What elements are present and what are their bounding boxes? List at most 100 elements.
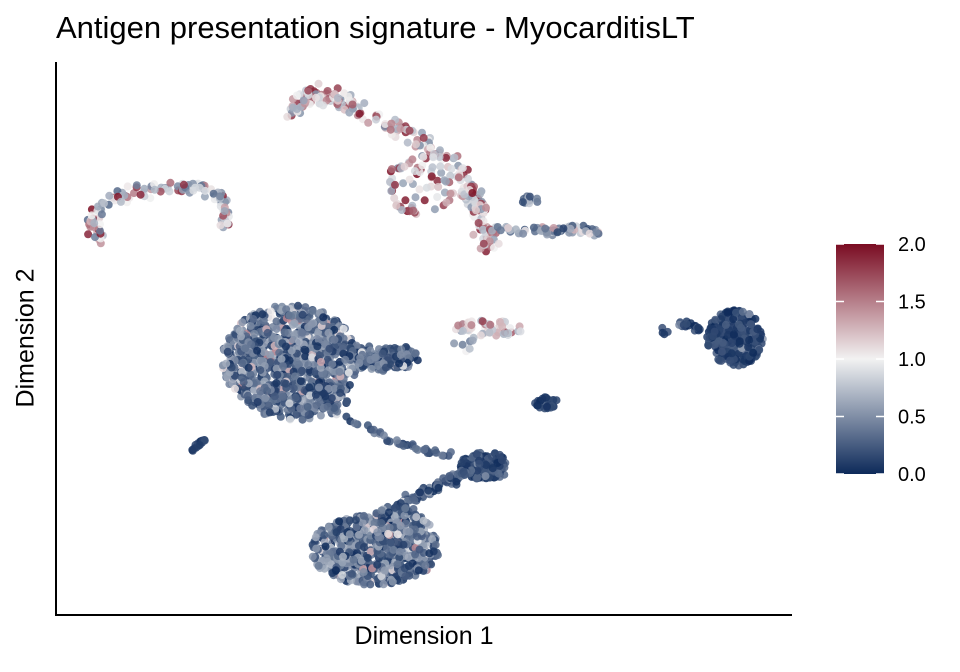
data-point: [409, 206, 418, 215]
data-point: [259, 348, 268, 356]
data-point: [728, 339, 736, 347]
legend-ticks: 0.0 0.5 1.0 1.5 2.0: [836, 234, 926, 486]
data-point: [403, 138, 412, 147]
data-point: [273, 370, 282, 379]
data-point: [454, 173, 463, 182]
data-point: [660, 330, 669, 339]
legend-tick-label: 1.0: [898, 349, 926, 371]
data-point: [136, 190, 145, 199]
data-point: [426, 143, 435, 152]
data-point: [481, 472, 490, 481]
data-point: [436, 146, 444, 155]
data-point: [249, 315, 258, 323]
data-point: [436, 162, 445, 171]
data-point: [738, 307, 747, 316]
data-point: [340, 534, 349, 543]
data-point: [460, 470, 469, 479]
data-point: [272, 325, 281, 333]
data-point: [476, 190, 484, 198]
data-point: [383, 544, 391, 553]
data-point: [220, 207, 229, 216]
data-point: [473, 473, 482, 482]
data-point: [253, 346, 262, 355]
data-point: [261, 394, 270, 403]
data-point: [333, 94, 342, 102]
data-point: [717, 347, 726, 356]
data-point: [714, 355, 723, 364]
data-point: [323, 402, 332, 411]
data-point: [312, 400, 321, 409]
data-point: [422, 183, 431, 192]
data-point: [735, 339, 744, 348]
data-point: [413, 356, 422, 365]
data-point: [360, 526, 369, 535]
data-point: [504, 224, 513, 232]
data-point: [482, 203, 490, 212]
data-point: [745, 336, 754, 345]
data-point: [414, 566, 423, 575]
data-point: [298, 310, 307, 319]
data-point: [341, 355, 350, 364]
data-point: [543, 402, 551, 411]
data-point: [418, 161, 427, 170]
data-point: [472, 206, 480, 215]
data-point: [415, 545, 424, 554]
data-point: [247, 340, 256, 349]
data-point: [265, 408, 274, 417]
data-point: [446, 448, 455, 457]
data-point: [734, 320, 743, 329]
data-point: [246, 321, 255, 330]
data-point: [427, 172, 436, 181]
data-point: [437, 168, 446, 177]
data-point: [494, 239, 503, 248]
data-point: [393, 530, 402, 539]
data-point: [280, 328, 289, 337]
data-point: [266, 358, 275, 367]
data-point: [120, 191, 129, 200]
data-point: [288, 335, 297, 344]
data-point: [322, 370, 331, 379]
data-point: [380, 566, 389, 575]
data-point: [441, 177, 450, 186]
data-point: [395, 547, 404, 556]
data-point: [373, 528, 382, 537]
data-point: [424, 486, 433, 495]
data-point: [294, 360, 303, 369]
data-point: [360, 580, 369, 589]
y-axis-label: Dimension 2: [11, 268, 40, 408]
data-point: [525, 192, 534, 201]
data-point: [431, 446, 440, 455]
data-point: [345, 530, 354, 539]
data-point: [330, 404, 339, 413]
data-point: [381, 363, 390, 372]
data-point: [330, 384, 339, 393]
data-point: [312, 93, 320, 102]
data-point: [387, 187, 396, 195]
data-point: [140, 184, 149, 193]
data-point: [339, 349, 348, 358]
data-point: [314, 336, 323, 345]
data-point: [552, 396, 561, 405]
data-point: [96, 226, 104, 235]
data-point: [281, 342, 290, 351]
data-point: [709, 332, 717, 341]
data-point: [411, 193, 420, 202]
data-point: [533, 401, 542, 410]
data-point: [116, 197, 125, 206]
data-point: [123, 182, 132, 191]
data-point: [749, 348, 758, 357]
data-point: [372, 115, 380, 124]
data-point: [387, 119, 396, 128]
data-point: [396, 124, 405, 133]
data-point: [150, 185, 159, 194]
data-point: [321, 542, 330, 551]
data-point: [458, 340, 467, 349]
data-point: [434, 483, 443, 492]
data-point: [319, 313, 328, 322]
data-point: [404, 553, 413, 562]
data-point: [729, 315, 738, 324]
data-point: [330, 335, 339, 344]
data-point: [726, 356, 735, 365]
data-point: [263, 328, 272, 337]
data-point: [487, 452, 496, 461]
